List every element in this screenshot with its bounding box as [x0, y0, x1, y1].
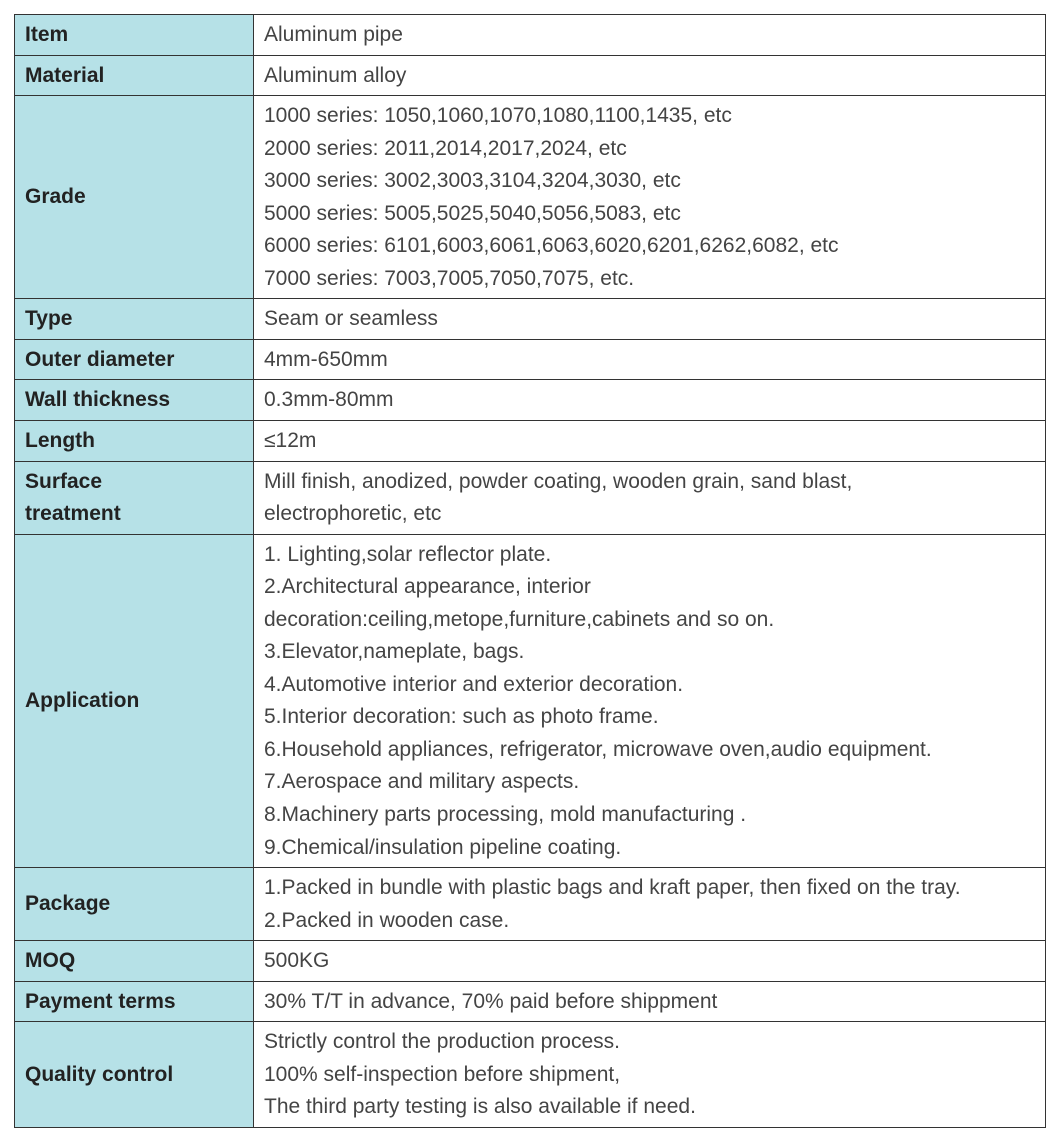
row-value: Seam or seamless	[254, 299, 1046, 340]
row-value-line: 9.Chemical/insulation pipeline coating.	[264, 832, 1035, 865]
row-value-line: 2000 series: 2011,2014,2017,2024, etc	[264, 133, 1035, 166]
row-label: Item	[15, 15, 254, 56]
row-label-text: Outer diameter	[25, 348, 174, 371]
row-value-line: 100% self-inspection before shipment,	[264, 1059, 1035, 1092]
row-value-line: 6000 series: 6101,6003,6061,6063,6020,62…	[264, 230, 1035, 263]
row-value: Mill finish, anodized, powder coating, w…	[254, 461, 1046, 534]
row-label-line: Surface	[25, 466, 243, 499]
table-row: Surfacetreatment Mill finish, anodized, p…	[15, 461, 1046, 534]
table-row: Payment terms 30% T/T in advance, 70% pai…	[15, 981, 1046, 1022]
row-label-line: treatment	[25, 498, 243, 531]
row-value-line: 3000 series: 3002,3003,3104,3204,3030, e…	[264, 165, 1035, 198]
row-value: Aluminum pipe	[254, 15, 1046, 56]
row-label: MOQ	[15, 941, 254, 982]
row-value-line: 1. Lighting,solar reflector plate.	[264, 539, 1035, 572]
row-value-line: 7.Aerospace and military aspects.	[264, 766, 1035, 799]
row-label: Grade	[15, 96, 254, 299]
table-row: Material Aluminum alloy	[15, 55, 1046, 96]
row-value-line: Seam or seamless	[264, 303, 1035, 336]
row-value-line: 3.Elevator,nameplate, bags.	[264, 636, 1035, 669]
spec-table: ItemAluminum pipeMaterialAluminum alloyG…	[14, 14, 1046, 1128]
row-label-text: Item	[25, 23, 68, 46]
row-label: Wall thickness	[15, 380, 254, 421]
row-value: 30% T/T in advance, 70% paid before ship…	[254, 981, 1046, 1022]
row-label-text: MOQ	[25, 949, 75, 972]
row-value-line: Mill finish, anodized, powder coating, w…	[264, 466, 1035, 499]
row-label-text: Type	[25, 307, 72, 330]
row-value-line: 2.Packed in wooden case.	[264, 905, 1035, 938]
table-row: MOQ 500KG	[15, 941, 1046, 982]
row-value-line: ≤12m	[264, 425, 1035, 458]
table-row: Type Seam or seamless	[15, 299, 1046, 340]
row-label-text: Quality control	[25, 1063, 173, 1086]
table-row: Grade 1000 series: 1050,1060,1070,1080,11…	[15, 96, 1046, 299]
row-value: 1000 series: 1050,1060,1070,1080,1100,14…	[254, 96, 1046, 299]
row-value-line: 0.3mm-80mm	[264, 384, 1035, 417]
row-value-line: 1000 series: 1050,1060,1070,1080,1100,14…	[264, 100, 1035, 133]
row-value: Aluminum alloy	[254, 55, 1046, 96]
row-label-text: Application	[25, 689, 139, 712]
row-value-line: 4.Automotive interior and exterior decor…	[264, 669, 1035, 702]
table-row: Outer diameter 4mm-650mm	[15, 339, 1046, 380]
row-label: Material	[15, 55, 254, 96]
row-value: ≤12m	[254, 421, 1046, 462]
row-label: Payment terms	[15, 981, 254, 1022]
row-value-line: 8.Machinery parts processing, mold manuf…	[264, 799, 1035, 832]
row-value: 4mm-650mm	[254, 339, 1046, 380]
row-value-line: decoration:ceiling,metope,furniture,cabi…	[264, 604, 1035, 637]
row-value-line: 5000 series: 5005,5025,5040,5056,5083, e…	[264, 198, 1035, 231]
row-value: 0.3mm-80mm	[254, 380, 1046, 421]
row-label: Length	[15, 421, 254, 462]
row-value-line: 30% T/T in advance, 70% paid before ship…	[264, 986, 1035, 1019]
row-value: 1.Packed in bundle with plastic bags and…	[254, 868, 1046, 941]
row-label: Surfacetreatment	[15, 461, 254, 534]
row-label: Outer diameter	[15, 339, 254, 380]
row-value-line: 7000 series: 7003,7005,7050,7075, etc.	[264, 263, 1035, 296]
row-value-line: Strictly control the production process.	[264, 1026, 1035, 1059]
row-value-line: electrophoretic, etc	[264, 498, 1035, 531]
row-value-line: Aluminum alloy	[264, 60, 1035, 93]
row-label: Application	[15, 534, 254, 867]
table-row: Package 1.Packed in bundle with plastic b…	[15, 868, 1046, 941]
row-label-text: Payment terms	[25, 990, 176, 1013]
table-row: Length ≤12m	[15, 421, 1046, 462]
row-value-line: 6.Household appliances, refrigerator, mi…	[264, 734, 1035, 767]
row-label: Package	[15, 868, 254, 941]
row-value: 500KG	[254, 941, 1046, 982]
table-row: Quality control Strictly control the prod…	[15, 1022, 1046, 1128]
row-value-line: Aluminum pipe	[264, 19, 1035, 52]
row-value-line: 2.Architectural appearance, interior	[264, 571, 1035, 604]
row-value: Strictly control the production process.…	[254, 1022, 1046, 1128]
row-value-line: 500KG	[264, 945, 1035, 978]
row-label-text: Grade	[25, 185, 86, 208]
row-value-line: 5.Interior decoration: such as photo fra…	[264, 701, 1035, 734]
row-value: 1. Lighting,solar reflector plate.2.Arch…	[254, 534, 1046, 867]
table-row: Wall thickness 0.3mm-80mm	[15, 380, 1046, 421]
row-value-line: The third party testing is also availabl…	[264, 1091, 1035, 1124]
row-label-text: Package	[25, 892, 110, 915]
row-label-text: Length	[25, 429, 95, 452]
row-value-line: 4mm-650mm	[264, 344, 1035, 377]
row-value-line: 1.Packed in bundle with plastic bags and…	[264, 872, 1035, 905]
row-label: Quality control	[15, 1022, 254, 1128]
spec-table-body: ItemAluminum pipeMaterialAluminum alloyG…	[15, 15, 1046, 1128]
row-label-text: Material	[25, 64, 104, 87]
table-row: Item Aluminum pipe	[15, 15, 1046, 56]
row-label: Type	[15, 299, 254, 340]
table-row: Application 1. Lighting,solar reflector p…	[15, 534, 1046, 867]
row-label-text: Wall thickness	[25, 388, 170, 411]
